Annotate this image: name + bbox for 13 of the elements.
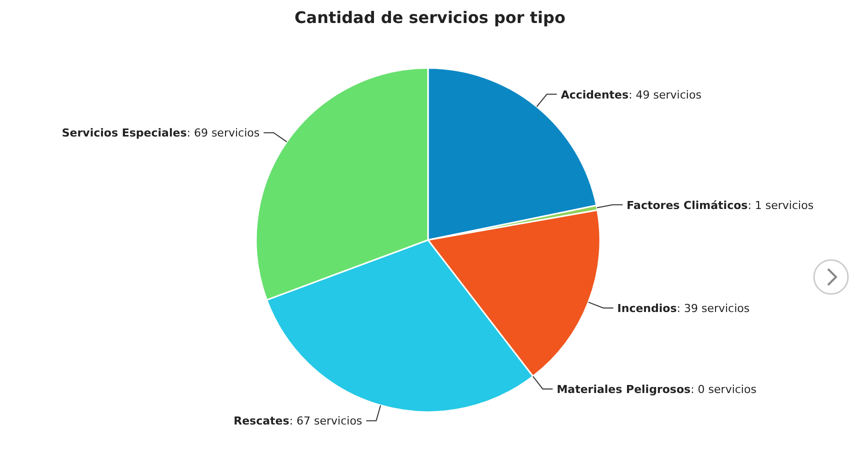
slice-label: Incendios (617, 302, 678, 315)
data-label: : 39 servicios (676, 302, 750, 315)
slice-label: Accidentes (560, 88, 630, 102)
text: : 0 servicios (690, 382, 756, 396)
slice-label: Servicios Especiales (62, 126, 188, 140)
chart-title: Cantidad de servicios por tipo (294, 8, 566, 27)
data-label: : 1 servicios (748, 198, 814, 212)
slice-label: Factores Climáticos (626, 198, 748, 212)
slice-label: Rescates (234, 414, 290, 428)
data-label: : 69 servicios (186, 126, 260, 140)
legend-label: Materiales Peligrosos (556, 382, 692, 396)
data-label: : 67 servicios (289, 414, 362, 428)
data-label: : 49 servicios (628, 88, 702, 102)
